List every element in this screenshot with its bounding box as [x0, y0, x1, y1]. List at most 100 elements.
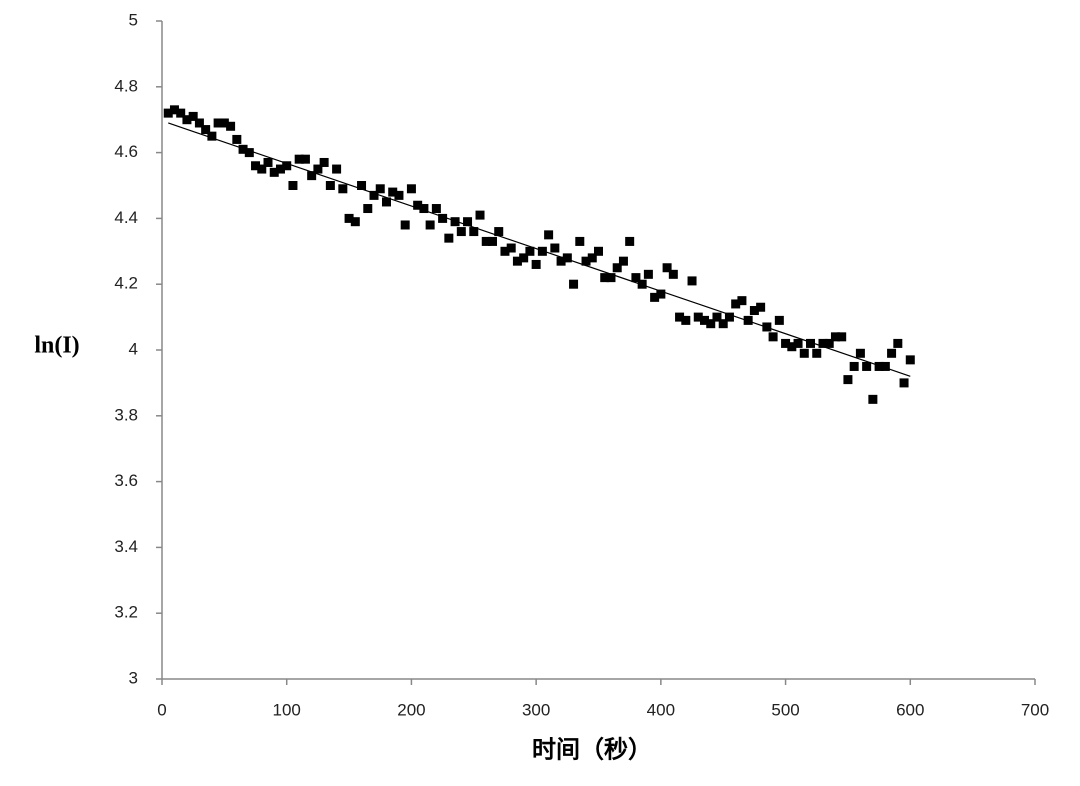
y-tick-label: 4: [129, 339, 138, 358]
data-point: [176, 108, 186, 118]
data-point: [275, 164, 285, 174]
data-point: [712, 312, 722, 322]
y-tick-label: 3: [129, 668, 138, 687]
data-point: [288, 181, 298, 190]
data-point: [444, 233, 454, 243]
x-tick-label: 400: [647, 700, 675, 719]
data-point: [899, 378, 909, 388]
data-point: [325, 181, 335, 190]
y-tick-label: 4.8: [114, 76, 138, 95]
data-point: [556, 256, 566, 266]
data-point: [787, 342, 797, 352]
y-tick-label: 3.4: [114, 537, 138, 556]
data-point: [818, 338, 828, 348]
data-point: [606, 273, 616, 283]
data-point: [419, 204, 429, 214]
data-point: [525, 246, 535, 256]
data-point: [706, 319, 716, 329]
x-tick-label: 700: [1021, 700, 1049, 719]
data-point: [625, 236, 635, 246]
data-point: [169, 105, 179, 115]
x-axis-title: 时间（秒）: [532, 737, 652, 764]
data-point: [269, 167, 279, 177]
data-point: [862, 361, 872, 371]
data-point: [756, 302, 766, 312]
data-point: [425, 220, 435, 230]
data-point: [282, 161, 292, 171]
data-point: [481, 236, 491, 246]
data-point: [681, 315, 691, 325]
data-point: [724, 312, 734, 322]
data-point: [874, 361, 884, 371]
data-point: [544, 230, 554, 240]
data-point: [500, 246, 510, 256]
data-point: [550, 243, 560, 253]
data-point: [581, 256, 591, 266]
data-point: [880, 361, 890, 371]
data-point: [182, 115, 192, 125]
data-point: [774, 315, 784, 325]
data-point: [344, 213, 354, 223]
data-point: [226, 121, 236, 131]
x-tick-label: 500: [771, 700, 799, 719]
data-point: [793, 338, 803, 348]
data-point: [843, 375, 853, 385]
data-point: [781, 338, 791, 348]
data-point: [431, 204, 441, 214]
data-point: [375, 184, 385, 194]
data-point: [594, 246, 603, 256]
data-point: [450, 217, 460, 227]
data-point: [637, 279, 647, 289]
data-point: [251, 161, 261, 171]
data-point: [313, 164, 323, 174]
data-point: [469, 227, 479, 237]
data-point: [855, 348, 865, 358]
data-point: [768, 332, 778, 342]
data-point: [893, 338, 903, 348]
data-point: [668, 269, 678, 279]
data-point: [357, 181, 367, 190]
data-point: [762, 322, 772, 332]
data-point: [263, 157, 273, 167]
x-tick-label: 200: [397, 700, 425, 719]
data-point: [749, 306, 759, 316]
data-point: [830, 332, 840, 342]
data-point: [612, 263, 622, 273]
data-point: [219, 118, 229, 128]
x-tick-label: 300: [522, 700, 550, 719]
data-point: [812, 348, 822, 358]
data-point: [662, 263, 672, 273]
y-axis-title: ln(I): [34, 333, 79, 359]
data-point: [687, 276, 697, 286]
data-point: [406, 184, 416, 194]
y-tick-label: 3.8: [114, 405, 138, 424]
data-point: [743, 315, 753, 325]
data-point: [562, 253, 572, 263]
data-point: [887, 348, 897, 358]
data-point: [519, 253, 529, 263]
data-point: [207, 131, 217, 141]
data-point: [537, 246, 547, 256]
data-point: [319, 157, 329, 167]
y-tick-label: 3.2: [114, 603, 138, 622]
data-point: [381, 197, 391, 207]
data-point: [369, 190, 379, 200]
data-point: [569, 279, 579, 289]
data-point: [506, 243, 516, 253]
y-tick-label: 4.6: [114, 142, 138, 161]
data-point: [618, 256, 628, 266]
data-point: [868, 394, 878, 404]
data-point: [494, 227, 504, 237]
data-point: [188, 111, 198, 121]
data-point: [163, 108, 173, 118]
y-tick-label: 4.4: [114, 208, 138, 227]
data-point: [194, 118, 204, 128]
data-point: [905, 355, 915, 365]
data-point: [849, 361, 859, 371]
data-point: [456, 227, 466, 237]
data-point: [737, 296, 747, 306]
data-point: [512, 256, 522, 266]
data-point: [332, 164, 342, 174]
data-point: [238, 144, 248, 154]
